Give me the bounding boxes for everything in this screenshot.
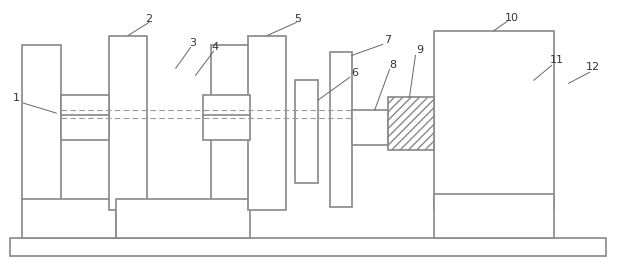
Text: 8: 8 bbox=[389, 60, 396, 70]
Text: 7: 7 bbox=[384, 36, 391, 46]
Text: 1: 1 bbox=[13, 93, 20, 103]
Text: 12: 12 bbox=[585, 62, 600, 72]
Bar bbox=[435, 194, 554, 238]
Text: 9: 9 bbox=[416, 45, 423, 55]
Text: 11: 11 bbox=[550, 55, 564, 65]
Bar bbox=[203, 95, 250, 117]
Bar bbox=[61, 115, 109, 140]
Bar bbox=[22, 46, 61, 200]
Bar bbox=[352, 110, 388, 145]
Bar bbox=[9, 238, 606, 256]
Bar bbox=[388, 97, 435, 150]
Bar bbox=[109, 36, 147, 210]
Bar bbox=[295, 80, 318, 183]
Bar bbox=[211, 46, 250, 200]
Text: 3: 3 bbox=[189, 38, 196, 48]
Text: 6: 6 bbox=[352, 68, 358, 78]
Text: 5: 5 bbox=[294, 14, 301, 24]
Bar bbox=[203, 115, 250, 140]
Bar bbox=[22, 199, 116, 238]
Text: 2: 2 bbox=[145, 14, 153, 24]
Text: 4: 4 bbox=[212, 42, 219, 52]
Bar bbox=[249, 36, 286, 210]
Bar bbox=[435, 30, 554, 210]
Bar bbox=[330, 52, 352, 207]
Bar bbox=[116, 199, 250, 238]
Bar bbox=[61, 95, 109, 117]
Text: 10: 10 bbox=[505, 13, 519, 23]
